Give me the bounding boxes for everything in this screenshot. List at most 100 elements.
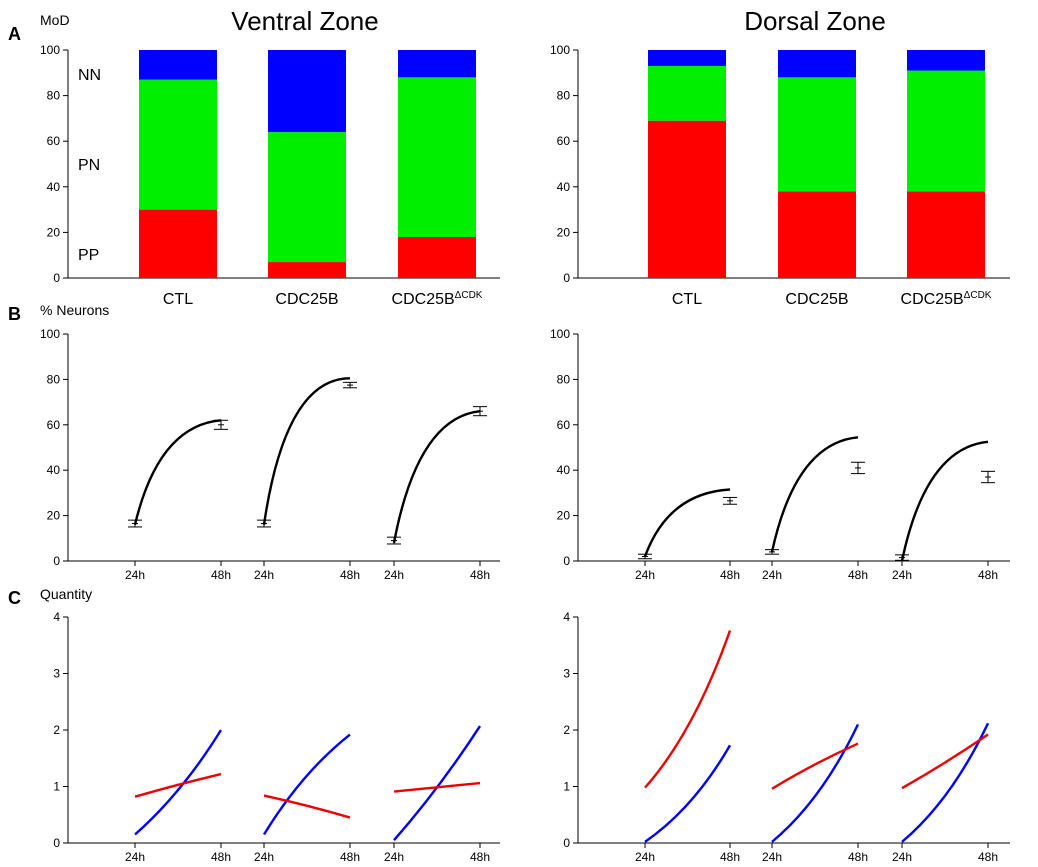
y-tick-label: 60 [47,134,61,148]
y-tick-label: 20 [47,509,61,523]
y-tick-label: 0 [53,554,60,568]
x-tick-label: 24h [635,568,655,582]
y-tick-label: 2 [563,723,570,737]
category-label: CDC25BΔCDK [901,290,992,308]
y-tick-label: 3 [563,667,570,681]
red-curve [263,794,351,819]
x-tick-label: 24h [384,850,404,864]
red-curve [771,742,859,790]
y-tick-label: 60 [557,134,571,148]
x-tick-label: 24h [635,850,655,864]
x-tick-label: 24h [892,850,912,864]
category-label: CTL [672,291,702,308]
bar-segment [398,50,476,78]
category-label: CTL [163,291,193,308]
y-tick-label: 100 [40,43,60,57]
ylabel-quantity: Quantity [40,586,92,602]
x-tick-label: 24h [384,568,404,582]
fit-curve [262,377,351,525]
y-tick-label: 4 [563,610,570,624]
y-tick-label: 0 [563,554,570,568]
bar-segment [778,191,856,278]
panel-label-c: C [8,588,21,608]
axes-b-1: 0 20 40 60 80 100 [550,327,1010,568]
red-curve [644,630,732,789]
bar-segment [268,262,346,278]
y-tick-label: 80 [47,372,61,386]
y-tick-label: 1 [563,780,570,794]
x-tick-label: 48h [340,568,360,582]
bar-segment [648,65,726,121]
y-tick-label: 20 [47,225,61,239]
y-tick-label: 2 [53,723,60,737]
y-tick-label: 1 [53,780,60,794]
axes-c-1: 0 1 2 3 4 [563,610,1010,850]
axes-b-0: 0 20 40 60 80 100 [40,327,500,568]
y-tick-label: 40 [47,180,61,194]
axes-c-0: 0 1 2 3 4 [53,610,500,850]
fit-curve [133,419,222,525]
x-tick-label: 24h [762,568,782,582]
y-tick-label: 80 [557,89,571,103]
bar-segment [907,191,985,278]
bar-segment [778,50,856,78]
x-tick-label: 48h [470,850,490,864]
x-tick-label: 24h [254,568,274,582]
y-tick-label: 40 [47,463,61,477]
fit-curve [770,436,859,553]
y-tick-label: 80 [47,89,61,103]
x-tick-label: 48h [978,850,998,864]
y-tick-label: 0 [563,836,570,850]
category-label: CDC25B [785,291,848,308]
legend-nn: NN [78,67,101,84]
y-tick-label: 60 [47,418,61,432]
bar-segment [907,70,985,192]
bar-segment [268,132,346,263]
y-tick-label: 100 [550,327,570,341]
y-tick-label: 100 [40,327,60,341]
legend-pn: PN [78,157,100,174]
fit-curve [643,488,731,557]
bar-segment [398,77,476,237]
blue-curve [771,723,860,843]
ylabel-neurons: % Neurons [40,302,109,318]
x-tick-label: 48h [720,850,740,864]
y-tick-label: 0 [563,271,570,285]
bar-segment [648,120,726,279]
bar-segment [268,50,346,133]
category-superscript: ΔCDK [455,290,483,301]
x-tick-label: 24h [125,850,145,864]
category-label: CDC25BΔCDK [392,290,483,308]
bar-segment [648,50,726,66]
y-tick-label: 20 [557,509,571,523]
zone-title-dorsal: Dorsal Zone [744,6,886,36]
panel-label-a: A [8,24,21,44]
blue-curve [262,733,351,836]
x-tick-label: 48h [720,568,740,582]
x-tick-label: 48h [978,568,998,582]
fit-curve [392,409,481,544]
blue-curve [393,725,482,841]
red-curve [901,733,989,790]
red-curve [393,781,481,793]
blue-curve [901,722,990,843]
y-tick-label: 100 [550,43,570,57]
y-tick-label: 60 [557,418,571,432]
x-tick-label: 24h [125,568,145,582]
y-tick-label: 40 [557,180,571,194]
legend-pp: PP [78,247,99,264]
x-tick-label: 48h [340,850,360,864]
x-tick-label: 48h [848,568,868,582]
y-tick-label: 4 [53,610,60,624]
x-tick-label: 24h [892,568,912,582]
category-label: CDC25B [275,291,338,308]
x-tick-label: 24h [254,850,274,864]
bar-segment [778,77,856,192]
bar-segment [398,236,476,278]
bar-segment [139,79,217,210]
panel-label-b: B [8,304,21,324]
y-tick-label: 20 [557,225,571,239]
fit-curve [900,440,989,562]
bar-segment [139,209,217,278]
